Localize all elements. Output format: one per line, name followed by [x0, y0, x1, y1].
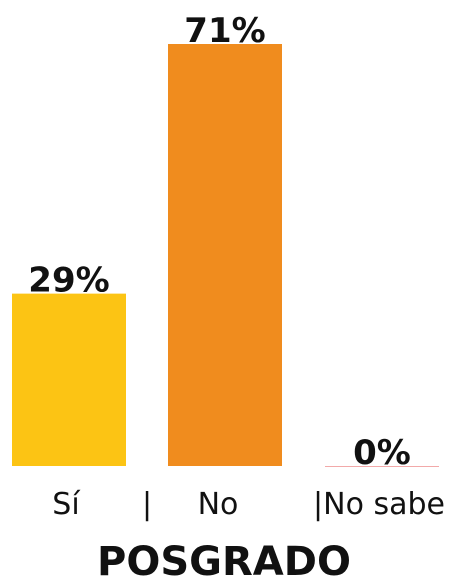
value-labels-group: 29% 71% 0%	[28, 11, 411, 473]
bar-si	[12, 293, 126, 466]
category-label-no: No	[198, 487, 239, 522]
category-label-no-sabe: |No sabe	[313, 487, 445, 522]
chart-title: POSGRADO	[97, 539, 351, 582]
bar-no	[168, 44, 282, 466]
value-label-no: 71%	[184, 11, 265, 51]
bars-group	[12, 44, 439, 467]
category-label-si: Sí	[52, 487, 81, 522]
category-axis-labels: Sí | No |No sabe	[52, 487, 445, 522]
bar-no-sabe	[325, 466, 439, 467]
category-separator-1: |	[142, 487, 152, 522]
value-label-si: 29%	[28, 261, 109, 301]
value-label-no-sabe: 0%	[353, 433, 411, 473]
